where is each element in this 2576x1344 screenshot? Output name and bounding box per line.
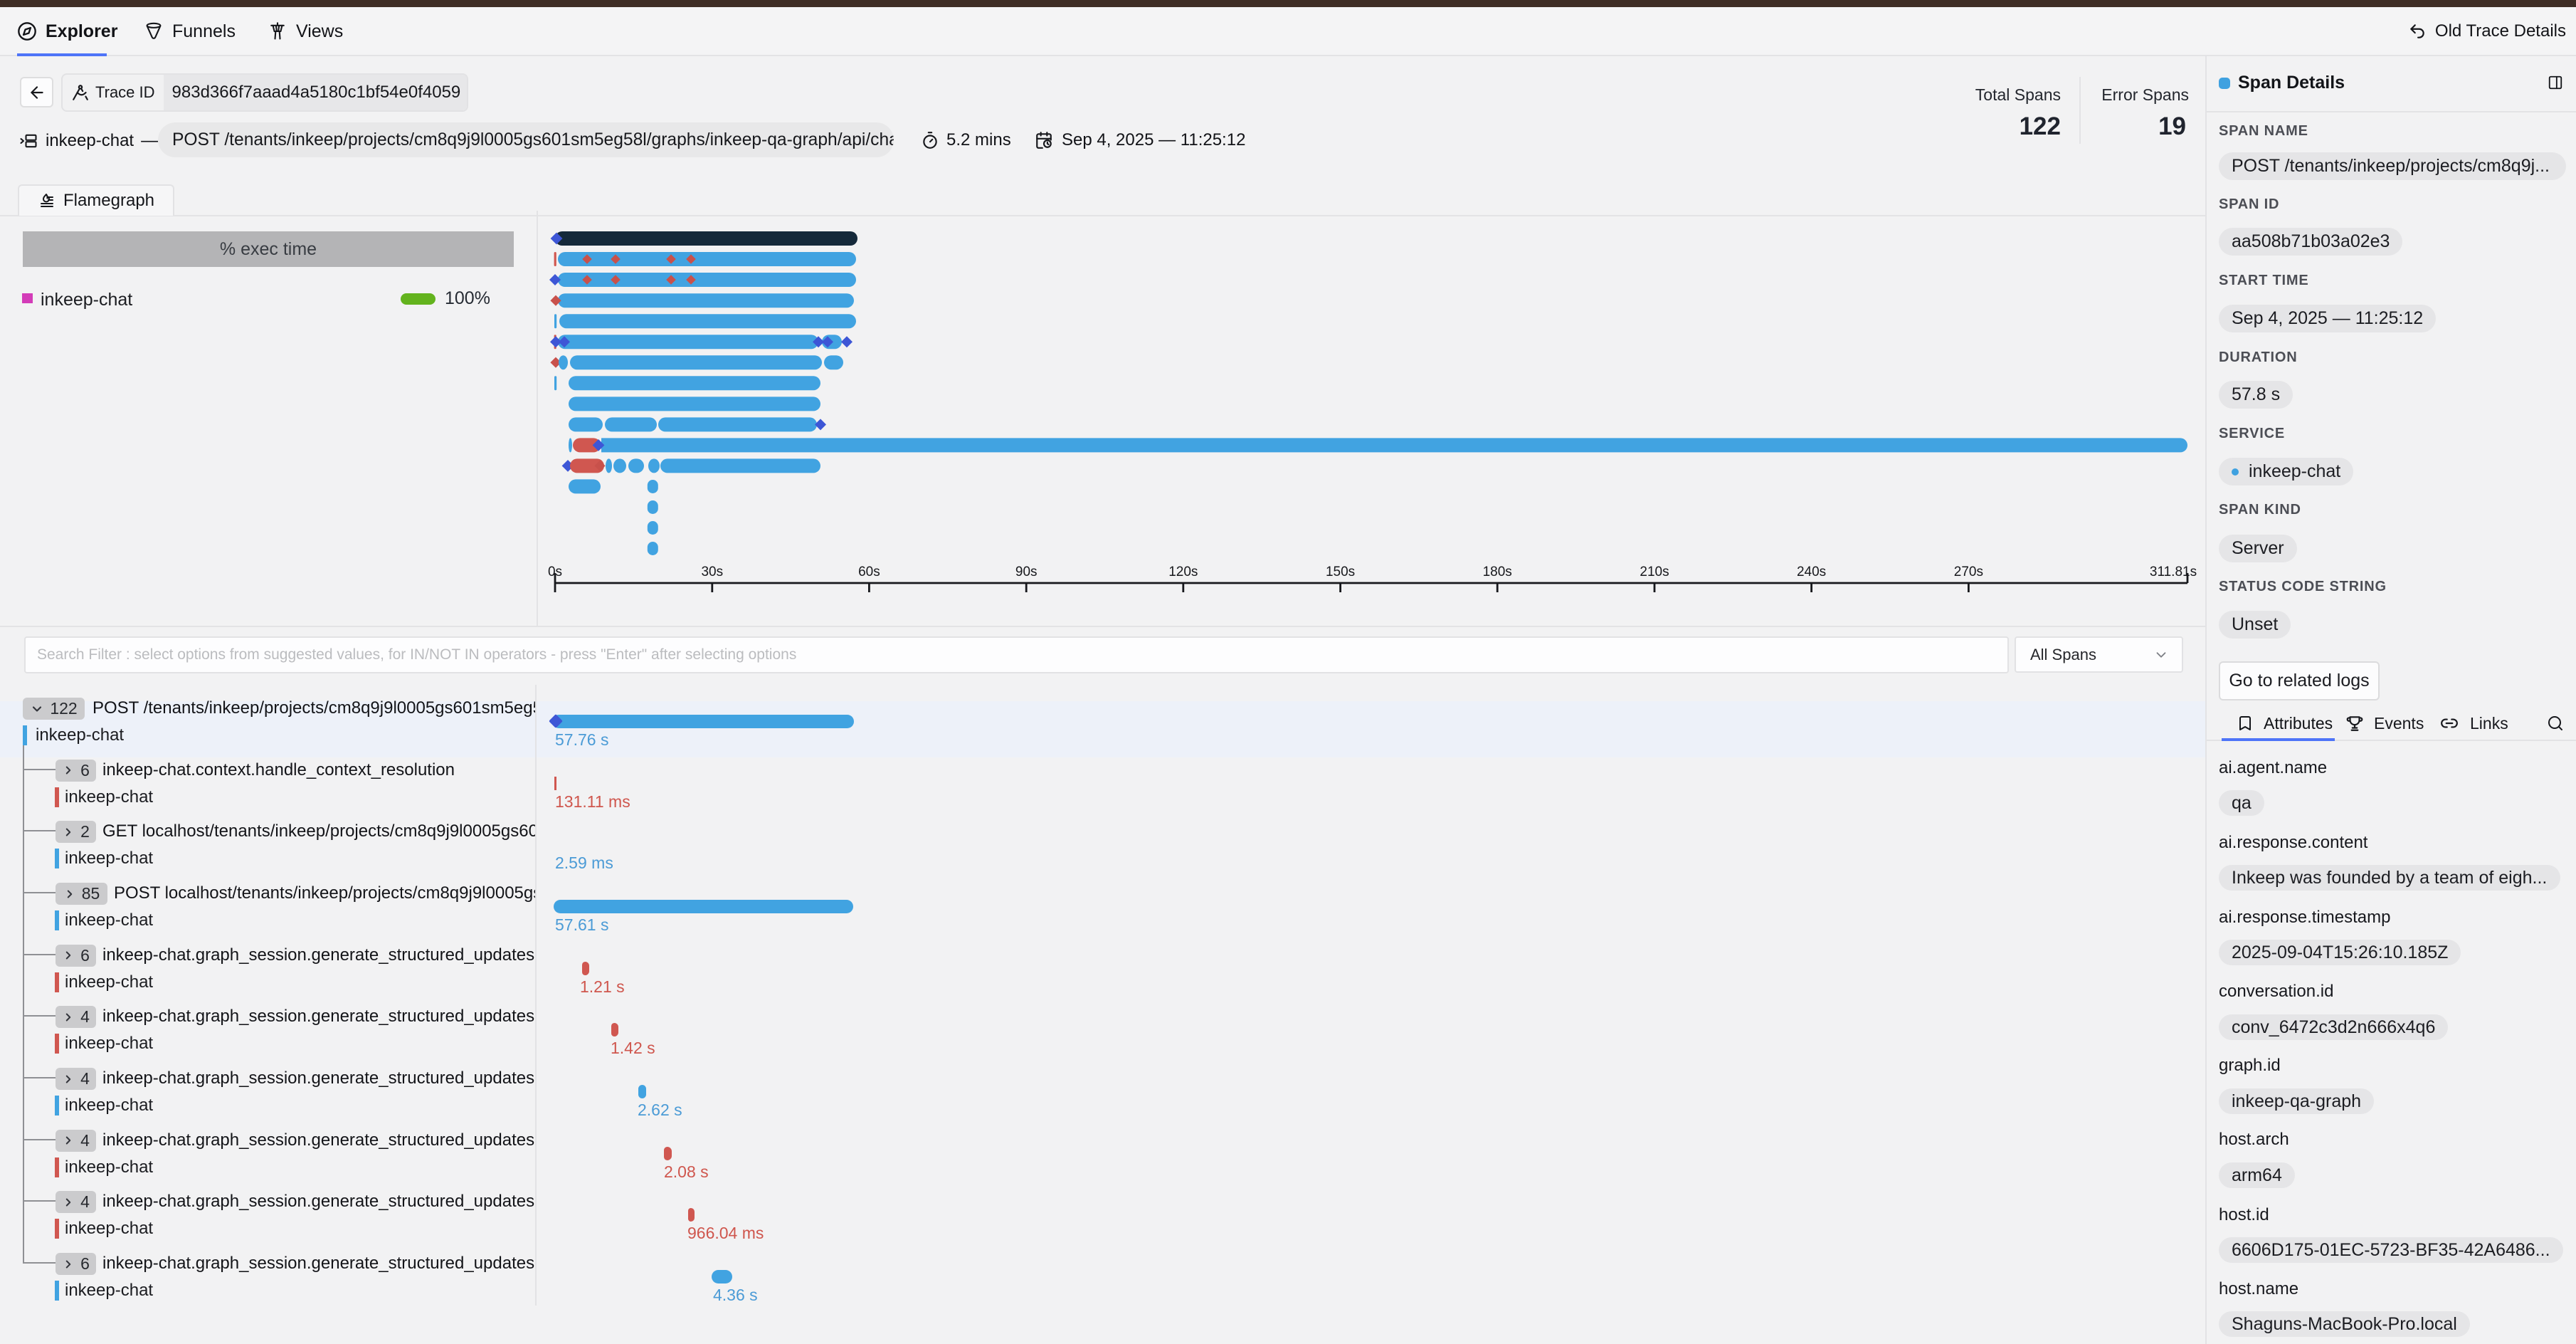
svg-text:311.81s: 311.81s — [2150, 565, 2197, 579]
svg-text:270s: 270s — [1954, 565, 1983, 579]
svg-text:60s: 60s — [858, 565, 880, 579]
svg-text:120s: 120s — [1168, 565, 1198, 579]
svg-text:30s: 30s — [701, 565, 723, 579]
svg-text:180s: 180s — [1483, 565, 1512, 579]
svg-text:210s: 210s — [1640, 565, 1669, 579]
svg-text:90s: 90s — [1015, 565, 1038, 579]
svg-text:240s: 240s — [1797, 565, 1826, 579]
svg-text:0s: 0s — [548, 565, 562, 579]
svg-text:150s: 150s — [1326, 565, 1355, 579]
